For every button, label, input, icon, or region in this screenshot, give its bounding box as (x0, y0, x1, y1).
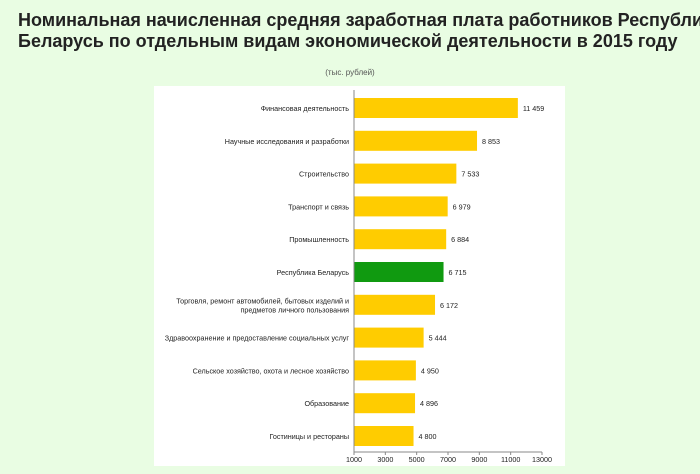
x-tick-label: 1000 (346, 455, 362, 464)
category-label: Финансовая деятельность (261, 104, 350, 113)
category-label: Транспорт и связь (288, 202, 349, 211)
x-tick-label: 13000 (532, 455, 552, 464)
value-label: 7 533 (461, 170, 479, 179)
chart-title-line-1: Номинальная начисленная средняя заработн… (18, 10, 700, 30)
category-label: Образование (304, 399, 349, 408)
bar (354, 393, 416, 414)
value-label: 6 979 (453, 202, 471, 211)
value-label: 4 800 (419, 432, 437, 441)
bar (354, 196, 448, 217)
category-label: Здравоохранение и предоставление социаль… (165, 334, 350, 343)
x-tick-label: 9000 (471, 455, 487, 464)
value-label: 5 444 (429, 334, 447, 343)
chart-panel: Финансовая деятельность 11 459 Научные исс… (154, 86, 565, 466)
bar (354, 360, 416, 381)
chart-title: Номинальная начисленная средняя заработн… (18, 10, 700, 52)
value-label: 8 853 (482, 137, 500, 146)
x-tick-label: 7000 (440, 455, 456, 464)
bar (354, 130, 478, 151)
category-label: Строительство (299, 170, 349, 179)
bar (354, 98, 518, 118)
value-label: 4 896 (420, 399, 438, 408)
value-label: 4 950 (421, 366, 439, 375)
value-label: 6 884 (451, 235, 469, 244)
chart-title-line-2: Беларусь по отдельным видам экономическо… (18, 31, 678, 51)
category-label: Гостиницы и рестораны (269, 432, 349, 441)
value-label: 11 459 (523, 104, 544, 113)
category-label: Научные исследования и разработки (225, 137, 349, 146)
category-label: Республика Беларусь (277, 268, 350, 277)
bar (354, 163, 457, 184)
bar (354, 426, 414, 446)
value-label: 6 715 (449, 268, 467, 277)
category-label: Сельское хозяйство, охота и лесное хозяй… (193, 366, 349, 375)
value-label: 6 172 (440, 301, 458, 310)
category-label: предметов личного пользования (240, 305, 349, 314)
x-tick-label: 11000 (501, 455, 520, 464)
category-label: Промышленность (289, 235, 349, 244)
bar (354, 294, 436, 315)
category-label: Торговля, ремонт автомобилей, бытовых из… (176, 296, 349, 305)
bar (354, 327, 424, 348)
bar-highlight (354, 262, 444, 282)
bar-chart: Финансовая деятельность 11 459 Научные исс… (165, 90, 552, 464)
x-tick-label: 3000 (377, 455, 393, 464)
units-label: (тыс. рублей) (325, 68, 375, 77)
x-tick-label: 5000 (409, 455, 425, 464)
bar (354, 229, 447, 250)
